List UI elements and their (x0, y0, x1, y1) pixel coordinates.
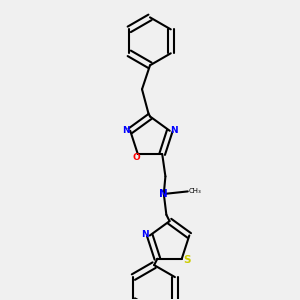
Text: N: N (170, 126, 178, 135)
Text: S: S (183, 255, 190, 265)
Text: CH₃: CH₃ (188, 188, 201, 194)
Text: N: N (159, 189, 168, 199)
Text: N: N (141, 230, 149, 239)
Text: N: N (122, 126, 130, 135)
Text: O: O (132, 153, 140, 162)
